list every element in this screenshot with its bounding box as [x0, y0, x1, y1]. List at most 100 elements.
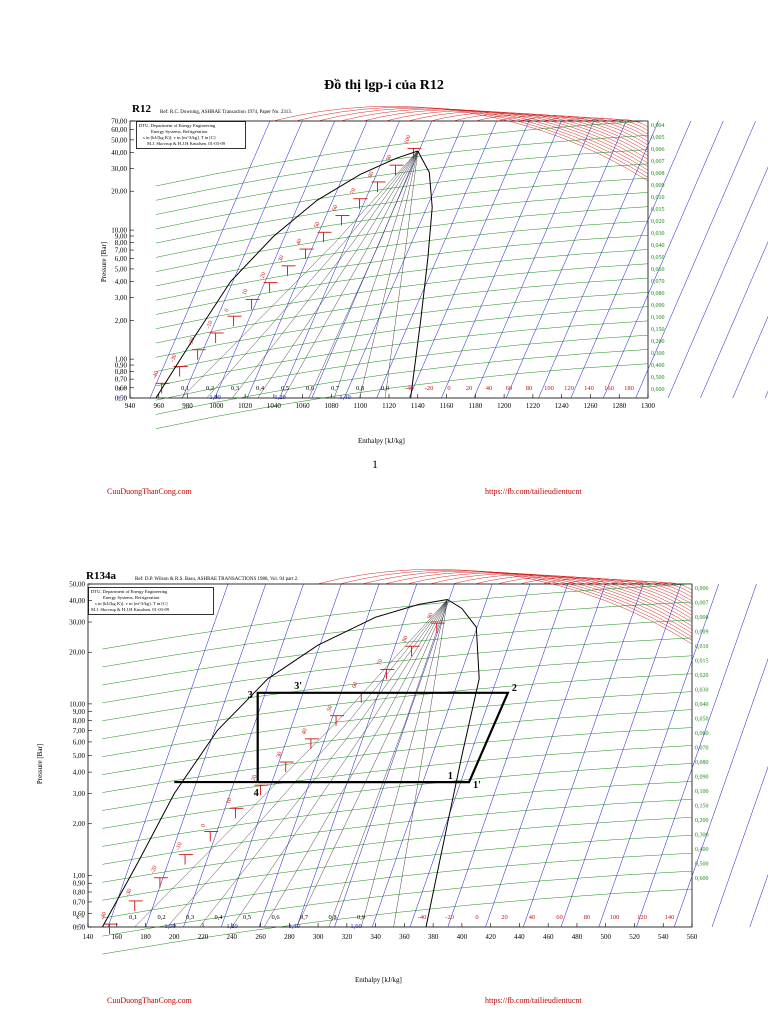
chart1-y-tick-label: 50,00: [111, 136, 127, 144]
chart1-x-tick-label: 1020: [238, 402, 253, 410]
chart1-isentrope-line: [732, 316, 768, 399]
chart2-sat-temp-label: 30: [276, 751, 284, 759]
chart1-volume-label: 0,040: [651, 243, 665, 249]
chart1-x-tick-label: 1220: [526, 402, 541, 410]
chart2-volume-label: 0,300: [695, 833, 709, 839]
chart1-x-quality-prefix: x =: [118, 385, 127, 392]
chart2-isentrope-line: [372, 583, 493, 928]
page-title: Đồ thị lgp-i của R12: [324, 78, 444, 93]
chart2-x-quality-label: 0,9: [357, 914, 365, 921]
chart1-bottom-temp-label: 60: [506, 385, 513, 392]
chart2-isentrope-line: [409, 583, 531, 928]
chart1-volume-label: 0,050: [651, 255, 665, 261]
chart2-saturated-vapor-line: [425, 599, 480, 928]
chart2-cycle-point-label: 1': [473, 780, 481, 791]
chart1-x-quality-label: 0,2: [206, 385, 214, 392]
chart1-isentrope-line: [538, 120, 659, 399]
chart2-isochor-line: [102, 709, 693, 775]
chart1-isotherm-arc: [317, 107, 649, 174]
chart2-isotherm-arc: [339, 570, 693, 641]
chart2-volume-label: 0,070: [695, 746, 709, 752]
chart2-isentrope-line: [485, 583, 606, 928]
chart1-volume-label: 0,005: [651, 135, 665, 141]
chart2-sat-temp-label: 90: [427, 612, 435, 620]
chart2-bottom-temp-label: 20: [501, 914, 508, 921]
chart1-x-tick-label: 1080: [324, 402, 339, 410]
chart2-volume-label: 0,010: [695, 644, 709, 650]
chart1-isentrope-line: [603, 120, 724, 399]
chart2-x-tick-label: 140: [83, 933, 94, 941]
chart1-reference: Ref: R.C. Downing, ASHRAE Transaction 19…: [160, 110, 292, 115]
chart1-bottom-temp-label: -20: [425, 385, 434, 392]
chart2-info-line: DTU, Department of Energy Engineering: [91, 589, 168, 594]
chart2-quality-line: [393, 599, 448, 928]
chart1-sat-temp-label: 10: [242, 288, 250, 296]
chart2-y-tick-label: 9,00: [73, 708, 86, 716]
chart1-volume-label: 0,400: [651, 363, 665, 369]
chart1-frame: [129, 120, 649, 399]
chart2-bottom-temp-label: -40: [418, 914, 427, 921]
chart2-y-tick-label: 8,00: [73, 717, 86, 725]
chart2-volume-label: 0,150: [695, 804, 709, 810]
chart1-info-line: s in [kJ/(kg K)], v in [m^3/kg], T in [C…: [143, 135, 216, 140]
footer-right-1: https://fb.com/tailieudientucnt: [485, 487, 582, 496]
chart1-quality-line: [206, 150, 418, 399]
chart2-y-tick-label: 20,00: [69, 649, 85, 657]
chart2-x-tick-label: 520: [629, 933, 640, 941]
chart1-bottom-temp-label: 120: [564, 385, 574, 392]
chart1-isochor-line: [155, 363, 649, 429]
chart2-y-tick-label: 1,00: [73, 872, 86, 880]
chart2-sat-temp-label: -20: [150, 865, 158, 875]
chart1-x-tick-label: 1240: [555, 402, 570, 410]
chart1-isochor-line: [155, 192, 649, 258]
chart1-y-tick-label: 70,00: [111, 118, 127, 126]
chart1-isotherm-arc: [587, 118, 649, 131]
chart1-quality-line: [283, 150, 419, 399]
chart2-y-tick-label: 7,00: [73, 727, 86, 735]
chart2-volume-label: 0,015: [695, 659, 709, 665]
chart2-isochor-line: [102, 799, 693, 865]
chart2-x-axis-label: Enthalpy [kJ/kg]: [355, 976, 402, 984]
chart1-quality-line: [181, 150, 418, 399]
chart1-volume-label: 0,600: [651, 387, 665, 393]
chart1-x-tick-label: 1260: [583, 402, 598, 410]
chart2-cycle-point-label: 3': [294, 681, 302, 692]
chart2-volume-label: 0,400: [695, 847, 709, 853]
footer-left-1: CuuDuongThanCong.com: [107, 487, 192, 496]
chart2-cycle-point-label: 3: [248, 690, 253, 701]
chart1-volume-label: 0,060: [651, 267, 665, 273]
chart1-volume-label: 0,500: [651, 375, 665, 381]
chart1-bottom-temp-label: 140: [584, 385, 594, 392]
chart1-y-tick-label: 2,00: [115, 317, 128, 325]
chart1-x-tick-label: 1120: [382, 402, 396, 410]
chart2-x-quality-label: 0,3: [186, 914, 194, 921]
chart2-x-tick-label: 360: [399, 933, 410, 941]
chart1-y-tick-label: 0,60: [115, 384, 128, 392]
chart2-x-tick-label: 200: [169, 933, 180, 941]
chart1-isochor-line: [155, 249, 649, 315]
chart1-isochor-line: [155, 177, 649, 244]
chart1-isochor-line: [155, 292, 649, 358]
chart2-isochor-line: [102, 781, 693, 847]
chart2-s-label: 1,60: [350, 923, 361, 930]
chart2-quality-line: [231, 599, 448, 928]
chart2-y-tick-label: 2,00: [73, 820, 86, 828]
chart2-x-tick-label: 240: [227, 933, 238, 941]
chart2-y-tick-label: 0,50: [73, 924, 86, 932]
chart2-isotherm-arc: [451, 574, 693, 623]
chart1-info-line: DTU, Department of Energy Engineering: [139, 123, 216, 128]
chart2-cycle-point-label: 1: [448, 771, 453, 782]
chart1-volume-label: 0,090: [651, 303, 665, 309]
chart2-isentrope-line: [447, 583, 568, 928]
chart2-x-tick-label: 260: [255, 933, 266, 941]
chart1-volume-label: 0,008: [651, 171, 665, 177]
chart1-y-tick-label: 7,00: [115, 247, 128, 255]
chart2-bottom-temp-label: 120: [637, 914, 647, 921]
chart1-x-tick-label: 1280: [612, 402, 627, 410]
chart2-sat-temp-label: -40: [100, 911, 108, 921]
chart2-isochor-line: [102, 673, 693, 739]
chart1-isentrope-line: [505, 120, 627, 399]
chart1-saturated-liquid-line: [155, 150, 418, 399]
chart2-isentrope-line: [334, 583, 455, 928]
chart2-reference: Ref: D.P. Wilson & R.S. Basu, ASHRAE TRA…: [135, 577, 299, 582]
